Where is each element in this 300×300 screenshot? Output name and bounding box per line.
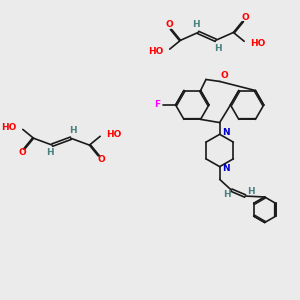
Text: O: O <box>241 13 249 22</box>
Text: H: H <box>69 126 76 135</box>
Text: H: H <box>247 187 255 196</box>
Text: N: N <box>222 164 230 173</box>
Text: HO: HO <box>148 46 164 56</box>
Text: O: O <box>97 155 105 164</box>
Text: O: O <box>221 71 229 80</box>
Text: O: O <box>19 148 27 158</box>
Text: H: H <box>214 44 221 52</box>
Text: HO: HO <box>2 123 17 132</box>
Text: H: H <box>192 20 200 29</box>
Text: HO: HO <box>106 130 122 139</box>
Text: H: H <box>223 190 230 199</box>
Text: F: F <box>154 100 160 109</box>
Text: H: H <box>46 148 54 158</box>
Text: O: O <box>166 20 174 29</box>
Text: N: N <box>222 128 230 137</box>
Text: HO: HO <box>250 39 266 48</box>
